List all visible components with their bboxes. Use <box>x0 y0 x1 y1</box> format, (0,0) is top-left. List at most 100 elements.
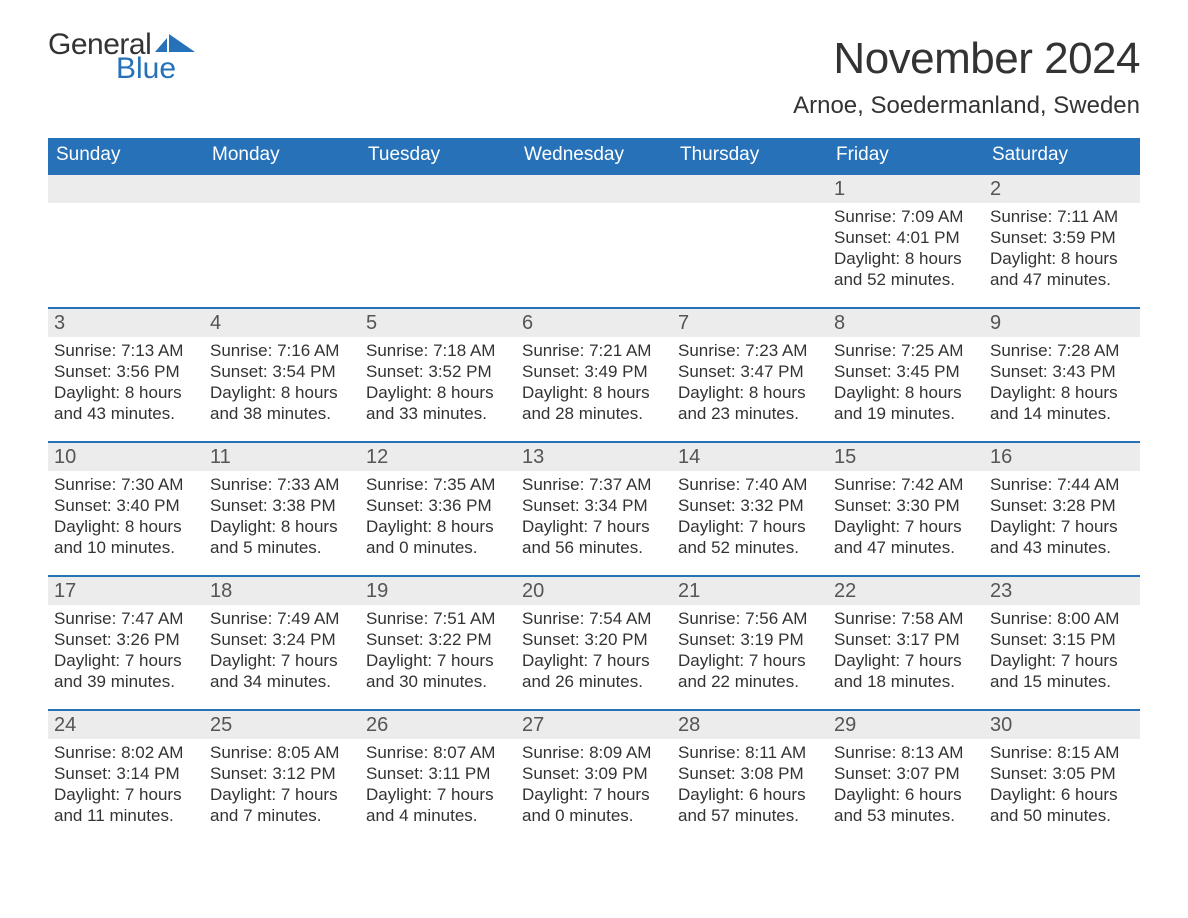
empty-day-cell <box>516 175 672 307</box>
dow-cell: Monday <box>204 138 360 173</box>
sunset-value: 4:01 PM <box>896 228 959 247</box>
day-details: Sunrise: 7:21 AMSunset: 3:49 PMDaylight:… <box>522 341 666 424</box>
day-number: 30 <box>984 711 1140 739</box>
daylight-label: Daylight: <box>990 785 1061 804</box>
sunrise-value: 7:11 AM <box>1057 207 1118 226</box>
calendar: SundayMondayTuesdayWednesdayThursdayFrid… <box>48 138 1140 843</box>
sunrise-label: Sunrise: <box>522 743 589 762</box>
daylight-line: Daylight: 8 hours and 10 minutes. <box>54 517 198 558</box>
day-cell: 26 Sunrise: 8:07 AMSunset: 3:11 PMDayligh… <box>360 711 516 843</box>
daylight-label: Daylight: <box>678 517 749 536</box>
sunrise-line: Sunrise: 7:54 AM <box>522 609 666 630</box>
day-cell: 7 Sunrise: 7:23 AMSunset: 3:47 PMDaylight… <box>672 309 828 441</box>
daylight-line: Daylight: 7 hours and 22 minutes. <box>678 651 822 692</box>
sunset-line: Sunset: 3:26 PM <box>54 630 198 651</box>
sunset-line: Sunset: 3:43 PM <box>990 362 1134 383</box>
day-cell: 4Sunrise: 7:16 AMSunset: 3:54 PMDaylight… <box>204 309 360 441</box>
day-number: 28 <box>672 711 828 739</box>
sunrise-label: Sunrise: <box>834 609 901 628</box>
day-details: Sunrise: 7:18 AMSunset: 3:52 PMDaylight:… <box>366 341 510 424</box>
sunrise-line: Sunrise: 7:37 AM <box>522 475 666 496</box>
sunrise-line: Sunrise: 7:18 AM <box>366 341 510 362</box>
daylight-label: Daylight: <box>522 785 593 804</box>
day-cell: 13Sunrise: 7:37 AMSunset: 3:34 PMDayligh… <box>516 443 672 575</box>
daylight-line: Daylight: 8 hours and 33 minutes. <box>366 383 510 424</box>
sunrise-label: Sunrise: <box>366 341 433 360</box>
sunrise-line: Sunrise: 7:42 AM <box>834 475 978 496</box>
sunset-label: Sunset: <box>678 764 740 783</box>
daylight-label: Daylight: <box>210 785 281 804</box>
daylight-line: Daylight: 8 hours and 52 minutes. <box>834 249 978 290</box>
sunset-value: 3:08 PM <box>740 764 803 783</box>
sunset-value: 3:26 PM <box>116 630 179 649</box>
sunset-label: Sunset: <box>366 496 428 515</box>
sunset-value: 3:19 PM <box>740 630 803 649</box>
daylight-line: Daylight: 7 hours and 52 minutes. <box>678 517 822 558</box>
day-details: Sunrise: 7:51 AMSunset: 3:22 PMDaylight:… <box>366 609 510 692</box>
sunrise-value: 7:51 AM <box>433 609 495 628</box>
day-cell: 2Sunrise: 7:11 AMSunset: 3:59 PMDaylight… <box>984 175 1140 307</box>
dow-cell: Thursday <box>672 138 828 173</box>
sunset-label: Sunset: <box>522 764 584 783</box>
sunrise-line: Sunrise: 7:25 AM <box>834 341 978 362</box>
sunset-value: 3:09 PM <box>584 764 647 783</box>
sunrise-value: 7:47 AM <box>121 609 183 628</box>
sunrise-label: Sunrise: <box>366 475 433 494</box>
sunrise-label: Sunrise: <box>54 341 121 360</box>
sunrise-label: Sunrise: <box>678 341 745 360</box>
sunset-line: Sunset: 3:59 PM <box>990 228 1134 249</box>
day-number <box>48 175 204 203</box>
daylight-label: Daylight: <box>54 785 125 804</box>
sunrise-line: Sunrise: 7:11 AM <box>990 207 1134 228</box>
sunrise-label: Sunrise: <box>54 743 121 762</box>
sunset-value: 3:49 PM <box>584 362 647 381</box>
daylight-label: Daylight: <box>54 651 125 670</box>
sunrise-value: 8:05 AM <box>277 743 339 762</box>
day-number: 26 <box>360 711 516 739</box>
sunset-label: Sunset: <box>54 764 116 783</box>
day-details: Sunrise: 7:37 AMSunset: 3:34 PMDaylight:… <box>522 475 666 558</box>
sunrise-label: Sunrise: <box>366 609 433 628</box>
day-details: Sunrise: 7:25 AMSunset: 3:45 PMDaylight:… <box>834 341 978 424</box>
daylight-line: Daylight: 6 hours and 53 minutes. <box>834 785 978 826</box>
day-details: Sunrise: 7:33 AMSunset: 3:38 PMDaylight:… <box>210 475 354 558</box>
sunrise-label: Sunrise: <box>522 475 589 494</box>
day-number <box>204 175 360 203</box>
sunrise-value: 8:00 AM <box>1057 609 1119 628</box>
day-details: Sunrise: 8:07 AMSunset: 3:11 PMDaylight:… <box>366 743 510 826</box>
sunrise-label: Sunrise: <box>522 341 589 360</box>
sunset-label: Sunset: <box>210 630 272 649</box>
day-cell: 1Sunrise: 7:09 AMSunset: 4:01 PMDaylight… <box>828 175 984 307</box>
sunrise-line: Sunrise: 7:51 AM <box>366 609 510 630</box>
brand-logo: General Blue <box>48 30 195 84</box>
day-details: Sunrise: 7:56 AMSunset: 3:19 PMDaylight:… <box>678 609 822 692</box>
day-details: Sunrise: 7:35 AMSunset: 3:36 PMDaylight:… <box>366 475 510 558</box>
day-cell: 12Sunrise: 7:35 AMSunset: 3:36 PMDayligh… <box>360 443 516 575</box>
sunset-value: 3:52 PM <box>428 362 491 381</box>
sunset-value: 3:11 PM <box>428 764 490 783</box>
sunset-value: 3:24 PM <box>272 630 335 649</box>
sunrise-label: Sunrise: <box>678 743 745 762</box>
day-cell: 10Sunrise: 7:30 AMSunset: 3:40 PMDayligh… <box>48 443 204 575</box>
sunrise-line: Sunrise: 7:16 AM <box>210 341 354 362</box>
sunset-label: Sunset: <box>834 496 896 515</box>
day-cell: 22Sunrise: 7:58 AMSunset: 3:17 PMDayligh… <box>828 577 984 709</box>
day-number: 9 <box>984 309 1140 337</box>
daylight-line: Daylight: 6 hours and 50 minutes. <box>990 785 1134 826</box>
dow-cell: Sunday <box>48 138 204 173</box>
sunset-label: Sunset: <box>522 630 584 649</box>
day-number: 7 <box>672 309 828 337</box>
day-number: 10 <box>48 443 204 471</box>
daylight-label: Daylight: <box>210 517 281 536</box>
sunset-line: Sunset: 3:38 PM <box>210 496 354 517</box>
day-details: Sunrise: 7:23 AMSunset: 3:47 PMDaylight:… <box>678 341 822 424</box>
sunrise-line: Sunrise: 7:33 AM <box>210 475 354 496</box>
sunset-line: Sunset: 3:12 PM <box>210 764 354 785</box>
daylight-label: Daylight: <box>522 651 593 670</box>
daylight-line: Daylight: 7 hours and 56 minutes. <box>522 517 666 558</box>
sunset-line: Sunset: 3:09 PM <box>522 764 666 785</box>
sunrise-label: Sunrise: <box>990 207 1057 226</box>
sunrise-line: Sunrise: 8:00 AM <box>990 609 1134 630</box>
sunrise-value: 7:30 AM <box>121 475 183 494</box>
day-cell: 27Sunrise: 8:09 AMSunset: 3:09 PMDayligh… <box>516 711 672 843</box>
